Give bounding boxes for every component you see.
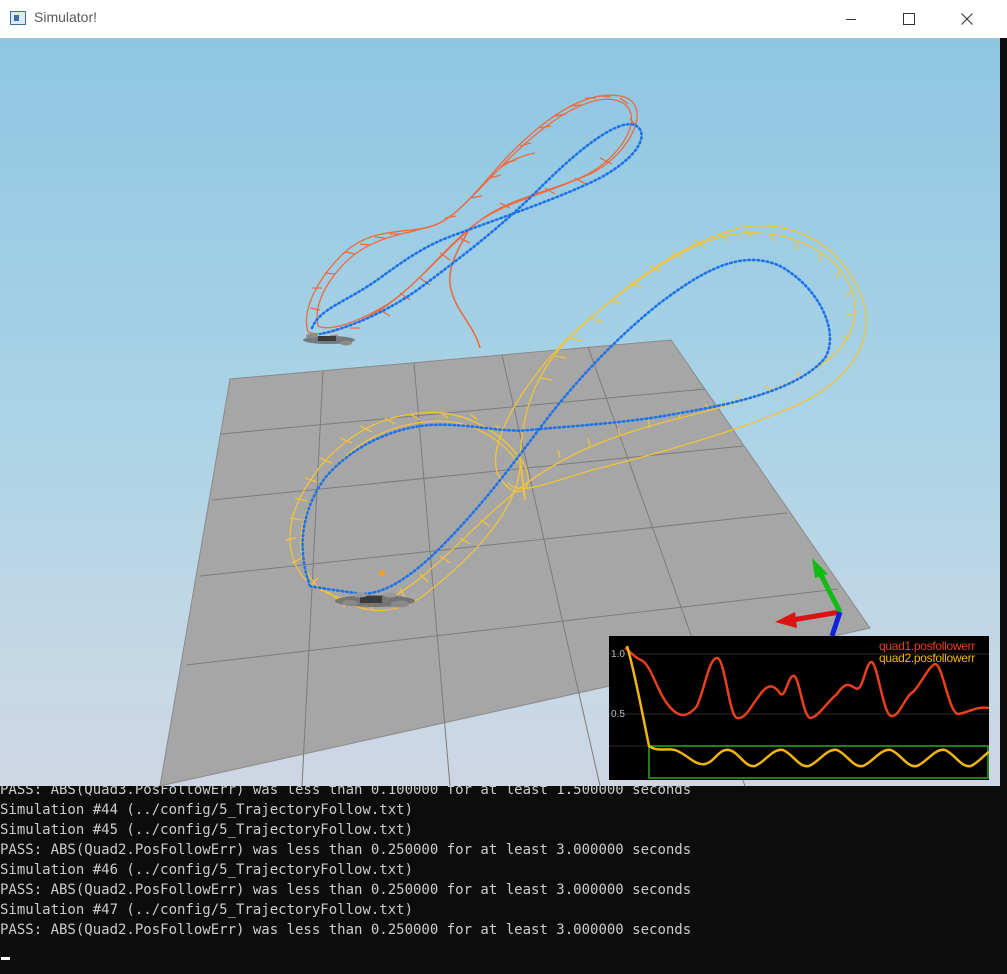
simulation-viewport[interactable]: 1.0 0.5 quad1.posfollowerr quad2.posfoll… (0, 38, 1000, 786)
tick-0-5: 0.5 (611, 709, 625, 720)
console-line: Simulation #45 (../config/5_TrajectoryFo… (0, 822, 414, 838)
quad2-error-line (625, 645, 990, 768)
console-line: PASS: ABS(Quad3.PosFollowErr) was less t… (0, 786, 692, 798)
console-line: Simulation #46 (../config/5_TrajectoryFo… (0, 862, 414, 878)
quad1-error-line (624, 646, 990, 720)
close-button[interactable] (938, 0, 996, 38)
console-line: PASS: ABS(Quad2.PosFollowErr) was less t… (0, 922, 692, 938)
threshold-box (648, 745, 989, 779)
console-lines: PASS: ABS(Quad3.PosFollowErr) was less t… (0, 786, 691, 940)
console-line: PASS: ABS(Quad2.PosFollowErr) was less t… (0, 882, 692, 898)
quad1-trail (305, 94, 638, 349)
console-output[interactable]: PASS: ABS(Quad3.PosFollowErr) was less t… (0, 786, 1007, 974)
maximize-button[interactable] (880, 0, 938, 38)
close-icon (961, 13, 973, 25)
tick-1-0: 1.0 (611, 649, 625, 660)
trajectory-dots (301, 122, 832, 596)
ground-plane (159, 339, 871, 786)
app-window-icon (10, 11, 26, 25)
minimize-icon (846, 19, 856, 20)
legend-quad1: quad1.posfollowerr (879, 639, 975, 653)
quad1-drone (303, 333, 355, 346)
window-title: Simulator! (34, 9, 98, 25)
console-cursor (1, 957, 10, 960)
title-bar: Simulator! (0, 0, 1007, 38)
console-line: Simulation #47 (../config/5_TrajectoryFo… (0, 902, 414, 918)
error-plot: 1.0 0.5 quad1.posfollowerr quad2.posfoll… (609, 636, 990, 780)
legend-quad2: quad2.posfollowerr (879, 651, 975, 665)
quad2-drone (335, 570, 415, 608)
simulation-scene (159, 94, 871, 786)
maximize-icon (903, 13, 915, 25)
console-line: PASS: ABS(Quad2.PosFollowErr) was less t… (0, 842, 692, 858)
minimize-button[interactable] (822, 0, 880, 38)
axes-gizmo (775, 558, 843, 637)
plot-legend: quad1.posfollowerr quad2.posfollowerr (879, 640, 975, 664)
error-plot-canvas: 1.0 0.5 (609, 645, 990, 779)
console-line: Simulation #44 (../config/5_TrajectoryFo… (0, 802, 414, 818)
